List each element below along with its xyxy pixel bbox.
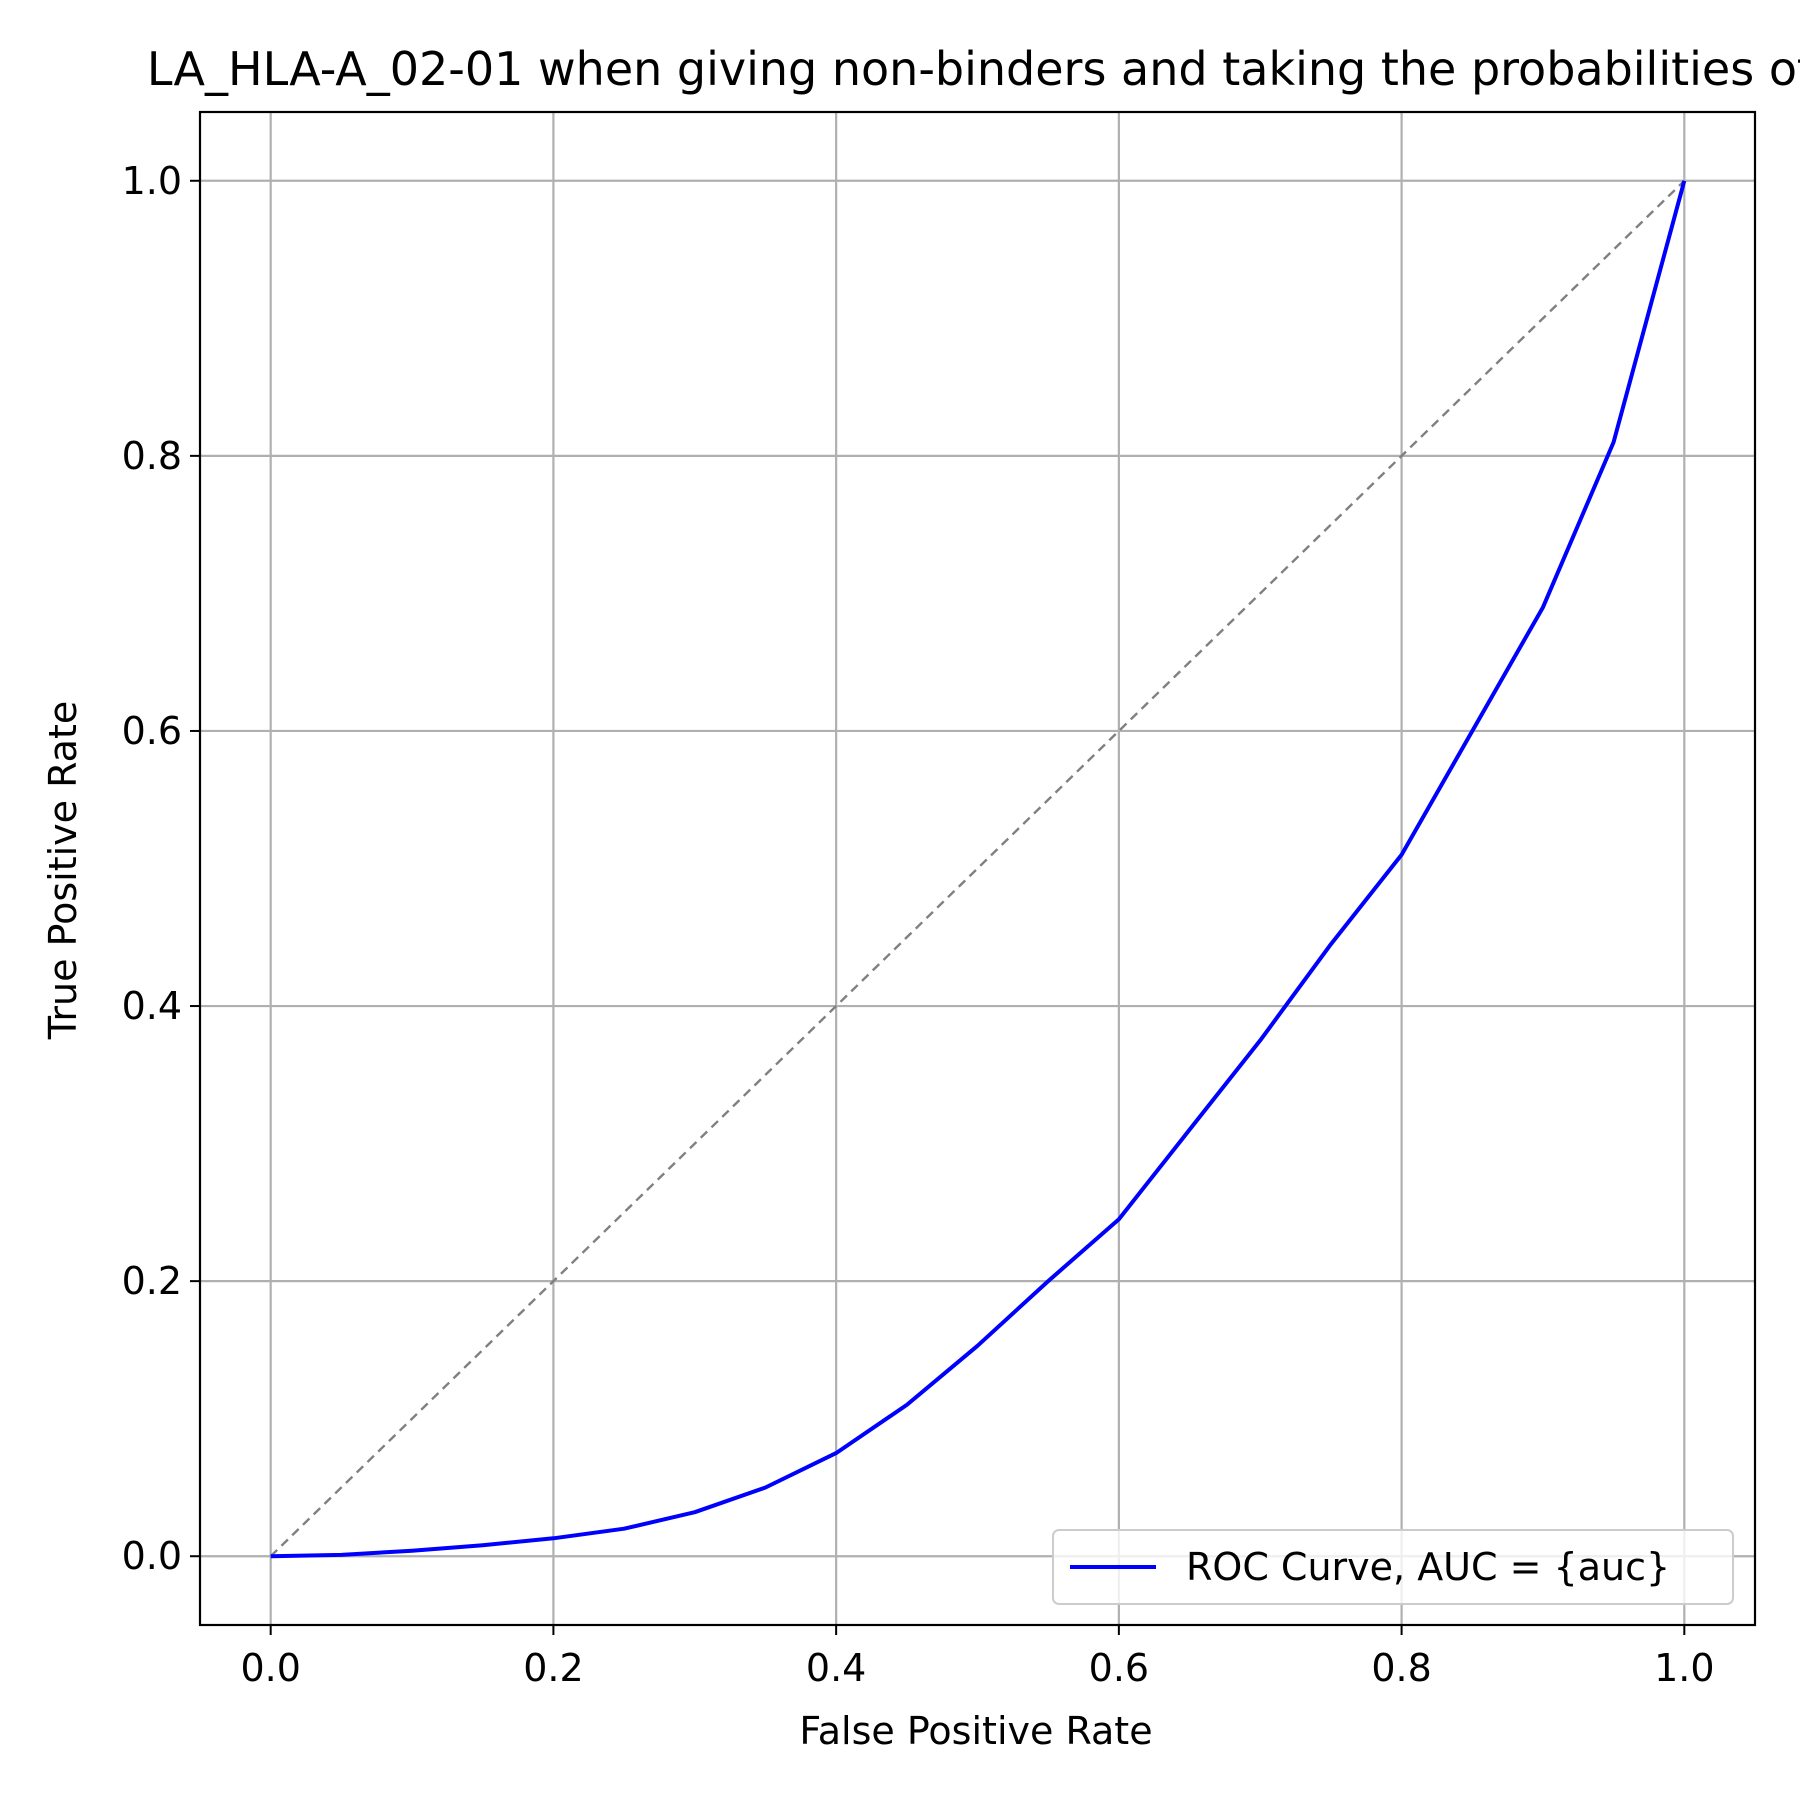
- x-tick-label: 0.2: [523, 1646, 583, 1690]
- legend-label: ROC Curve, AUC = {auc}: [1186, 1545, 1670, 1589]
- legend-box: [1052, 1529, 1734, 1605]
- x-tick-label: 0.8: [1371, 1646, 1431, 1690]
- grid-lines: [200, 112, 1755, 1625]
- plot-frame: [198, 110, 1757, 1627]
- y-tick-label: 0.0: [122, 1534, 182, 1578]
- y-tick-label: 0.2: [122, 1259, 182, 1303]
- legend: ROC Curve, AUC = {auc}: [1052, 1529, 1734, 1605]
- series-layer: [269, 179, 1687, 1559]
- y-tick-label: 1.0: [122, 159, 182, 203]
- y-tick-label: 0.4: [122, 984, 182, 1028]
- x-tick-label: 0.0: [240, 1646, 300, 1690]
- y-axis-label: True Positive Rate: [41, 701, 85, 1041]
- x-axis-label: False Positive Rate: [799, 1709, 1152, 1753]
- x-tick-label: 0.4: [806, 1646, 866, 1690]
- x-tick-label: 0.6: [1089, 1646, 1149, 1690]
- chance-diagonal-line: [269, 179, 1686, 1558]
- roc-curve-line: [270, 180, 1687, 1559]
- axis-ticks: 0.0 0.2 0.4 0.6 0.8 1.0 0.0 0.2 0.4 0.6 0.8 1.0: [122, 159, 1715, 1690]
- y-tick-label: 0.6: [122, 709, 182, 753]
- y-tick-label: 0.8: [122, 434, 182, 478]
- chart-title: LA_HLA-A_02-01 when giving non-binders a…: [147, 42, 1800, 96]
- x-tick-label: 1.0: [1654, 1646, 1714, 1690]
